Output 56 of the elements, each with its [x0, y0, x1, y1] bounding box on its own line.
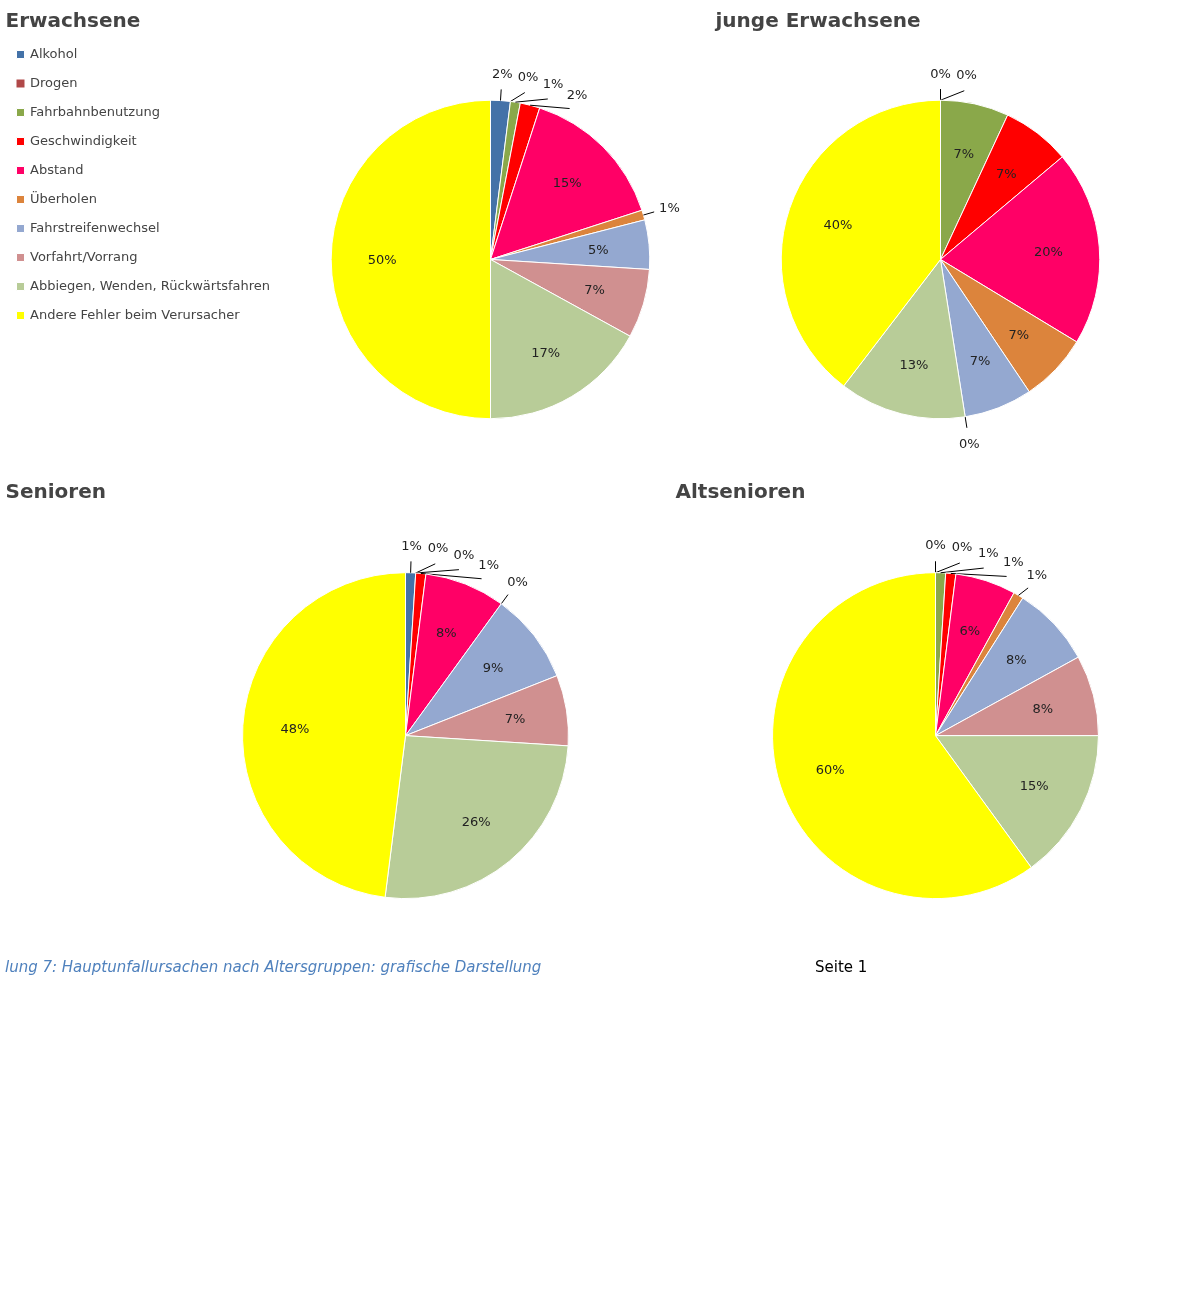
- legend-label: Fahrstreifenwechsel: [30, 220, 160, 235]
- text: 0%: [453, 546, 475, 562]
- data-label: 1%: [478, 556, 499, 572]
- data-label: 8%: [435, 625, 457, 641]
- data-label: 15%: [1019, 778, 1049, 794]
- legend-label: Abbiegen, Wenden, Rückwärtsfahren: [30, 278, 271, 293]
- data-label: 7%: [504, 710, 526, 726]
- legend-label: Abstand: [30, 162, 84, 177]
- legend-label: Alkohol: [30, 46, 78, 61]
- legend-label: Überholen: [30, 191, 97, 206]
- data-label: 20%: [1034, 243, 1063, 259]
- data-label: 8%: [1005, 652, 1027, 668]
- legend-label: Drogen: [30, 75, 78, 90]
- data-label: 7%: [953, 146, 975, 162]
- text: Senioren: [5, 478, 106, 503]
- data-label: 2%: [491, 66, 513, 81]
- chart-title: Altsenioren: [675, 478, 806, 503]
- data-label: 1%: [542, 76, 564, 92]
- legend-label: Vorfahrt/Vorrang: [30, 249, 138, 264]
- legend-label: Andere Fehler beim Verursacher: [30, 307, 240, 322]
- data-label: 6%: [959, 622, 981, 638]
- data-label: 15%: [552, 175, 582, 191]
- chart-title: Erwachsene: [5, 7, 141, 32]
- text: 0%: [951, 539, 973, 555]
- data-label: 1%: [977, 544, 999, 560]
- data-label: 17%: [531, 345, 561, 361]
- data-label: 9%: [482, 660, 504, 676]
- data-label: 7%: [996, 165, 1017, 181]
- text: 0%: [925, 537, 946, 553]
- data-label: 1%: [1002, 554, 1024, 570]
- data-label: 26%: [461, 813, 491, 829]
- text: 0%: [956, 67, 977, 83]
- chart-title: junge Erwachsene: [714, 7, 921, 32]
- data-label: 7%: [584, 282, 605, 298]
- text: lung 7: Hauptunfallursachen nach Altersgruppen: grafische Darstellung: [5, 957, 542, 978]
- data-label: 40%: [823, 217, 853, 233]
- data-label: 60%: [815, 762, 845, 778]
- data-label: 2%: [566, 86, 588, 102]
- text: 0%: [427, 540, 449, 556]
- data-label: 1%: [659, 199, 680, 215]
- text: 0%: [517, 69, 539, 85]
- data-label: 5%: [588, 241, 609, 257]
- text: 0%: [507, 573, 528, 589]
- data-label: 8%: [1032, 700, 1054, 716]
- text: 0%: [959, 436, 980, 452]
- legend-label: Fahrbahnbenutzung: [30, 104, 160, 119]
- data-label: 7%: [1008, 326, 1030, 342]
- text: Seite 1: [815, 957, 868, 978]
- data-label: 1%: [401, 537, 422, 553]
- data-label: 50%: [367, 251, 397, 267]
- legend-label: Geschwindigkeit: [30, 133, 137, 148]
- text: 0%: [930, 65, 951, 81]
- data-label: 13%: [899, 356, 929, 372]
- data-label: 7%: [969, 352, 991, 368]
- data-label: 1%: [1026, 566, 1048, 582]
- data-label: 48%: [280, 721, 310, 737]
